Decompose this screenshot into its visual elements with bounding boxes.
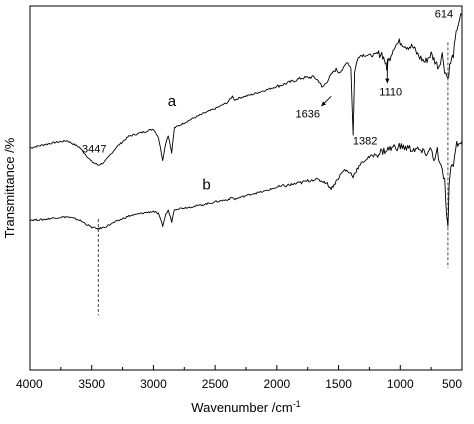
- peak-annotations: 3447 1636 1382 1110 614: [82, 9, 453, 156]
- x-tick-label: 4000: [16, 377, 43, 391]
- x-tick-label: 500: [442, 377, 462, 391]
- spectrum-line-a: [29, 13, 463, 166]
- x-tick-label: 2000: [264, 377, 291, 391]
- peak-label-1382: 1382: [353, 135, 377, 147]
- peak-label-614: 614: [435, 9, 453, 21]
- y-axis-title: Transmittance /%: [2, 137, 17, 238]
- peak-label-1636: 1636: [296, 109, 320, 121]
- x-tick-label: 1000: [387, 377, 414, 391]
- peak-label-3447: 3447: [82, 143, 106, 155]
- plot-frame: [29, 5, 463, 371]
- x-axis-ticks: 4000 3500 3000 2500 2000 1500 1000 500: [16, 365, 463, 391]
- x-axis-title: Wavenumber /cm-1: [191, 399, 300, 415]
- x-tick-label: 3500: [78, 377, 105, 391]
- x-tick-label: 2500: [202, 377, 229, 391]
- x-tick-label: 3000: [140, 377, 167, 391]
- arrow-1636-head: [321, 101, 327, 107]
- peak-label-1110: 1110: [379, 87, 402, 99]
- arrow-1110-head: [385, 78, 390, 84]
- series-label-a: a: [168, 93, 177, 110]
- x-axis-title-superscript: -1: [293, 399, 301, 409]
- x-tick-label: 1500: [325, 377, 352, 391]
- guide-lines: [97, 42, 449, 316]
- series-labels: ab: [168, 93, 211, 193]
- spectra: [29, 13, 463, 230]
- spectrum-line-b: [29, 140, 463, 230]
- series-label-b: b: [202, 176, 210, 193]
